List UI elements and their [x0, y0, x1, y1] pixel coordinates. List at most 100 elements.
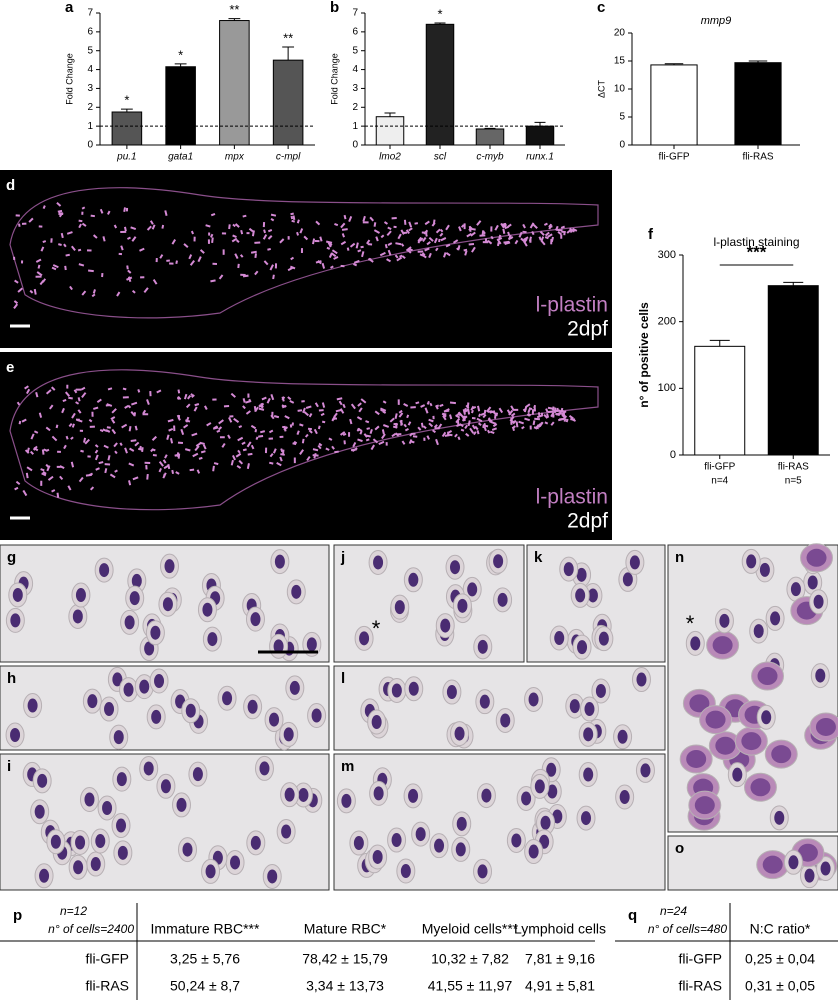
nucleus: [273, 639, 284, 654]
cell-signal: [30, 450, 35, 455]
cell-signal: [405, 229, 410, 234]
cell-signal: [234, 223, 240, 228]
panel-letter: c: [597, 0, 605, 16]
nucleus: [583, 767, 594, 782]
cell-signal: [191, 432, 198, 437]
cell-signal: [543, 222, 548, 226]
cell-signal: [266, 397, 271, 404]
cell-signal: [403, 423, 407, 428]
y-tick-label: 15: [614, 56, 626, 67]
nucleus: [10, 613, 21, 628]
cell-signal: [327, 241, 332, 248]
cell-signal: [180, 428, 185, 436]
nucleus: [712, 636, 733, 655]
cell-signal: [42, 240, 47, 244]
cell-signal: [411, 432, 416, 435]
nucleus: [434, 838, 445, 853]
cell-signal: [444, 408, 450, 413]
cell-signal: [349, 418, 353, 425]
cell-signal: [254, 270, 259, 276]
cell-signal: [127, 404, 132, 409]
cell-signal: [270, 393, 275, 401]
cell-signal: [469, 427, 475, 434]
cell-signal: [163, 464, 169, 470]
cell-signal: [522, 230, 527, 234]
cell-signal: [260, 402, 264, 408]
cell-signal: [21, 418, 27, 423]
nucleus: [291, 584, 302, 599]
cell-signal: [507, 231, 511, 236]
nucleus: [753, 624, 764, 639]
cell-signal: [94, 444, 99, 448]
cell-signal: [222, 249, 225, 255]
cell-signal: [38, 412, 43, 418]
nucleus: [750, 778, 771, 797]
cell-signal: [326, 246, 331, 250]
y-tick-label: 4: [352, 64, 358, 75]
cell-signal: [25, 472, 29, 479]
cell-signal: [234, 253, 239, 260]
bar: [734, 62, 782, 146]
cell-signal: [433, 237, 438, 244]
cell-signal: [175, 471, 180, 475]
cell-signal: [245, 410, 251, 415]
cell-signal: [270, 217, 275, 222]
cell-signal: [168, 427, 174, 432]
cell-signal: [248, 227, 254, 233]
cell-signal: [71, 412, 76, 419]
nucleus: [353, 836, 364, 851]
cell-signal: [14, 279, 19, 284]
cell-signal: [163, 473, 166, 478]
nucleus: [689, 694, 710, 713]
y-tick-label: 200: [658, 316, 676, 328]
cell-signal: [301, 438, 305, 444]
cell-signal: [236, 464, 242, 469]
cell-signal: [200, 450, 206, 454]
cell-signal: [87, 455, 91, 458]
cell-signal: [550, 411, 555, 418]
cell-signal: [407, 247, 413, 252]
cell-signal: [138, 447, 144, 451]
panel-letter: j: [340, 549, 345, 566]
cell-signal: [120, 230, 127, 234]
y-tick-label: 300: [658, 249, 676, 261]
nucleus: [113, 730, 124, 745]
cell-signal: [303, 411, 310, 417]
cell-signal: [533, 406, 537, 412]
table-cell: 50,24 ± 8,7: [170, 978, 240, 994]
cell-signal: [212, 398, 217, 401]
y-tick-label: 7: [87, 8, 93, 19]
nucleus: [584, 702, 595, 717]
cell-signal: [169, 262, 174, 265]
cell-signal: [317, 425, 321, 430]
nucleus: [27, 698, 38, 713]
cell-signal: [544, 421, 549, 425]
y-axis-label: n° of positive cells: [637, 302, 651, 408]
panel-letter: p: [13, 907, 22, 924]
cell-signal: [449, 401, 456, 405]
nucleus: [102, 800, 113, 815]
cell-signal: [65, 253, 70, 257]
cell-signal: [202, 444, 207, 450]
nucleus: [705, 710, 726, 729]
cell-signal: [18, 420, 22, 425]
micrograph: [333, 665, 666, 751]
cell-signal: [389, 417, 395, 423]
cell-signal: [127, 269, 132, 274]
cell-signal: [212, 426, 219, 430]
cell-signal: [250, 424, 257, 430]
cell-signal: [370, 444, 376, 451]
cell-signal: [18, 223, 21, 227]
cell-signal: [104, 468, 108, 474]
comparison-label: ***: [747, 242, 767, 261]
cell-signal: [539, 230, 545, 236]
cell-signal: [13, 256, 16, 261]
cell-signal: [340, 264, 345, 268]
stage-label: 2dpf: [567, 510, 608, 533]
cell-note: *: [372, 616, 381, 641]
cell-signal: [514, 239, 519, 245]
cell-signal: [263, 229, 267, 234]
y-tick-label: 0: [670, 449, 676, 461]
nucleus: [813, 594, 824, 609]
